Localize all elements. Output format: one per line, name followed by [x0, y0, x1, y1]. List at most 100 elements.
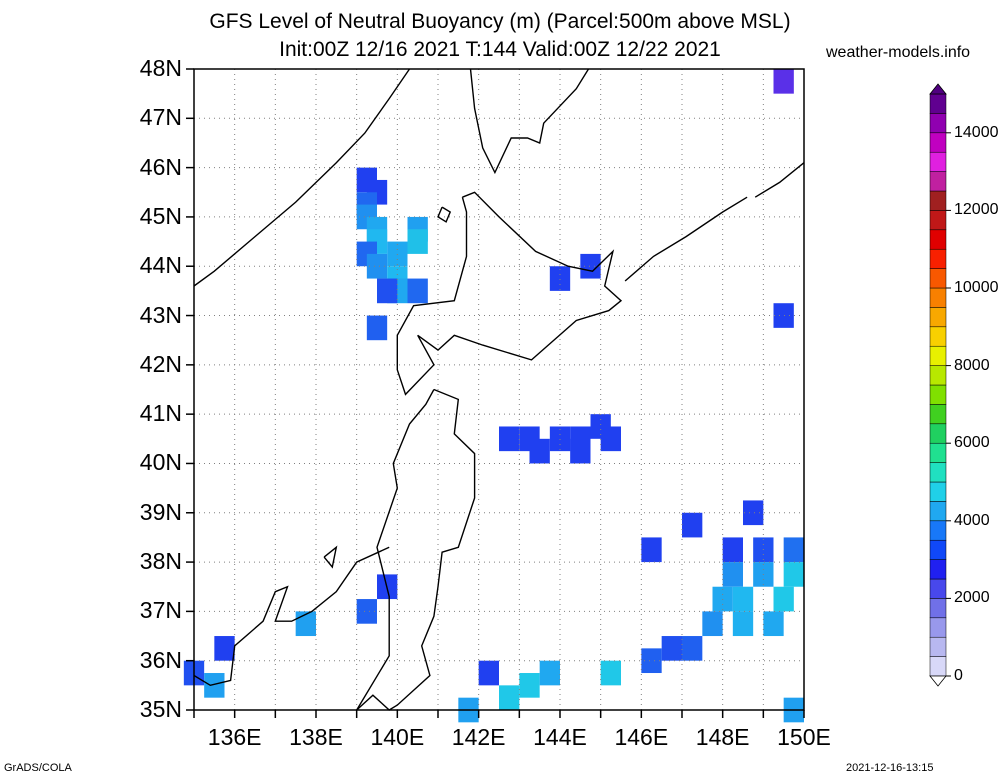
colorbar-segment — [929, 501, 947, 522]
colorbar-label: 6000 — [954, 434, 990, 452]
colorbar-segment — [929, 113, 947, 134]
field-cell — [783, 537, 804, 563]
colorbar-label: 10000 — [954, 279, 999, 296]
map-title: GFS Level of Neutral Buoyancy (m) (Parce… — [209, 10, 791, 33]
field-cell — [366, 253, 388, 279]
field-cell — [661, 636, 682, 661]
colorbar-segment — [929, 171, 947, 192]
lat-label: 38N — [139, 548, 182, 575]
colorbar-segment — [929, 365, 947, 386]
colorbar-segment — [929, 151, 947, 172]
graticule — [194, 69, 804, 710]
lon-label: 138E — [289, 724, 343, 750]
coastline — [193, 546, 390, 687]
lat-label: 47N — [139, 104, 182, 131]
field-cell — [600, 660, 621, 686]
colorbar-segment — [929, 307, 947, 328]
colorbar-label: 8000 — [954, 356, 990, 374]
lon-label: 146E — [614, 724, 669, 750]
coastline — [396, 191, 623, 396]
coastline — [624, 196, 748, 282]
field-cell — [549, 266, 571, 291]
lat-label: 43N — [139, 301, 182, 328]
colorbar — [929, 83, 951, 687]
field-cell — [204, 673, 225, 698]
field-cell — [356, 599, 377, 624]
colorbar-segment — [929, 229, 947, 250]
buoyancy-field — [183, 69, 804, 723]
lat-label: 44N — [139, 252, 182, 279]
coastline — [356, 389, 435, 711]
lon-label: 142E — [451, 724, 506, 750]
map-frame — [193, 68, 805, 711]
field-cell — [366, 315, 388, 341]
colorbar-segment — [929, 559, 947, 580]
colorbar-segment — [929, 384, 947, 405]
lat-label: 39N — [139, 498, 182, 525]
colorbar-segment — [929, 210, 947, 231]
colorbar-segment — [929, 93, 947, 114]
colorbar-segment — [929, 636, 947, 657]
coastline — [356, 388, 476, 711]
coastline — [469, 68, 590, 175]
colorbar-segment — [929, 132, 947, 153]
colorbar-segment — [929, 326, 947, 347]
field-cell — [732, 586, 754, 612]
colorbar-segment — [929, 520, 947, 541]
field-cell — [600, 426, 621, 452]
lon-label: 150E — [777, 724, 831, 750]
colorbar-segment — [929, 539, 947, 560]
lat-label: 36N — [139, 646, 182, 673]
field-cell — [214, 636, 235, 661]
field-cell — [580, 253, 601, 279]
lon-label: 144E — [533, 724, 587, 750]
lat-label: 42N — [139, 350, 182, 377]
field-cell — [539, 660, 560, 686]
lat-label: 45N — [139, 202, 182, 229]
coastline — [437, 206, 452, 223]
colorbar-label: 0 — [954, 667, 963, 684]
coastlines — [193, 68, 805, 711]
field-cell — [763, 611, 784, 637]
field-cell — [722, 562, 743, 587]
colorbar-label: 14000 — [954, 123, 999, 141]
field-cell — [702, 611, 723, 637]
colorbar-overflow-arrow — [929, 83, 947, 95]
lon-label: 140E — [370, 724, 425, 750]
lat-label: 35N — [139, 696, 182, 722]
colorbar-segment — [929, 656, 947, 677]
field-cell — [641, 537, 662, 563]
field-cell — [773, 69, 794, 94]
lat-label: 40N — [139, 449, 182, 476]
colorbar-segment — [929, 442, 947, 463]
lat-label: 41N — [139, 400, 182, 427]
lon-label: 136E — [207, 724, 262, 750]
lat-label: 46N — [139, 153, 182, 180]
field-cell — [377, 278, 398, 304]
colorbar-segment — [929, 598, 947, 619]
colorbar-segment — [929, 423, 947, 444]
colorbar-underflow-arrow — [929, 675, 947, 687]
field-cell — [773, 586, 794, 612]
colorbar-segment — [929, 190, 947, 211]
field-cell — [519, 673, 540, 698]
axis-ticks — [186, 68, 805, 718]
colorbar-label: 4000 — [954, 511, 990, 529]
field-cell — [387, 241, 408, 267]
lat-label: 48N — [139, 55, 182, 81]
generation-timestamp: 2021-12-16-13:15 — [846, 762, 934, 774]
colorbar-segment — [929, 578, 947, 599]
colorbar-segment — [929, 617, 947, 638]
field-cell — [499, 426, 520, 452]
lat-label: 37N — [139, 597, 182, 624]
field-cell — [478, 660, 499, 686]
coastline — [193, 68, 411, 287]
field-cell — [549, 426, 571, 452]
colorbar-label: 2000 — [954, 589, 990, 607]
field-cell — [783, 562, 804, 587]
field-cell — [743, 500, 764, 526]
field-cell — [641, 648, 662, 674]
field-cell — [773, 303, 794, 328]
field-cell — [499, 685, 520, 710]
